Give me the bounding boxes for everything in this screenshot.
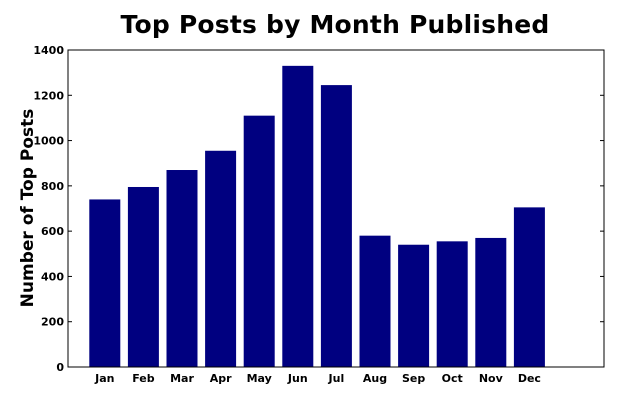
bar-sep <box>398 244 430 367</box>
bar-nov <box>475 237 507 367</box>
x-tick-label-jul: Jul <box>328 372 345 385</box>
bar-oct <box>436 241 468 367</box>
y-axis-label: Number of Top Posts <box>18 109 38 308</box>
x-tick-label-nov: Nov <box>479 372 504 385</box>
chart-title: Top Posts by Month Published <box>120 10 550 39</box>
bar-jul <box>320 85 352 367</box>
bar-aug <box>359 235 391 367</box>
x-tick-label-feb: Feb <box>132 372 155 385</box>
x-tick-label-mar: Mar <box>170 372 194 385</box>
bar-mar <box>166 170 198 367</box>
x-tick-label-aug: Aug <box>363 372 387 385</box>
bar-apr <box>205 150 237 367</box>
x-tick-label-may: May <box>247 372 272 385</box>
x-tick-label-apr: Apr <box>210 372 232 385</box>
plot-frame <box>67 49 605 368</box>
y-tick-label-0: 0 <box>56 361 64 374</box>
bar-jan <box>89 199 121 367</box>
x-tick-label-sep: Sep <box>402 372 425 385</box>
x-tick-label-jun: Jun <box>287 372 308 385</box>
x-axis: Jan Feb Mar Apr May Jun Jul Aug Sep Oct Nov Dec <box>94 372 541 385</box>
y-tick-label-1400: 1400 <box>33 44 64 57</box>
y-tick-label-600: 600 <box>41 225 64 238</box>
bar-feb <box>127 186 159 367</box>
bar-dec <box>513 207 545 367</box>
bar-jun <box>282 65 314 367</box>
y-axis: 0 200 400 600 800 1000 1200 1400 <box>33 44 604 374</box>
y-tick-label-400: 400 <box>41 270 64 283</box>
x-tick-label-dec: Dec <box>518 372 541 385</box>
y-tick-label-800: 800 <box>41 180 64 193</box>
bar-may <box>243 115 275 367</box>
x-tick-label-jan: Jan <box>94 372 114 385</box>
y-tick-label-1200: 1200 <box>33 89 64 102</box>
x-tick-label-oct: Oct <box>442 372 463 385</box>
y-tick-label-200: 200 <box>41 316 64 329</box>
y-tick-label-1000: 1000 <box>33 135 64 148</box>
bars-layer <box>89 65 545 367</box>
